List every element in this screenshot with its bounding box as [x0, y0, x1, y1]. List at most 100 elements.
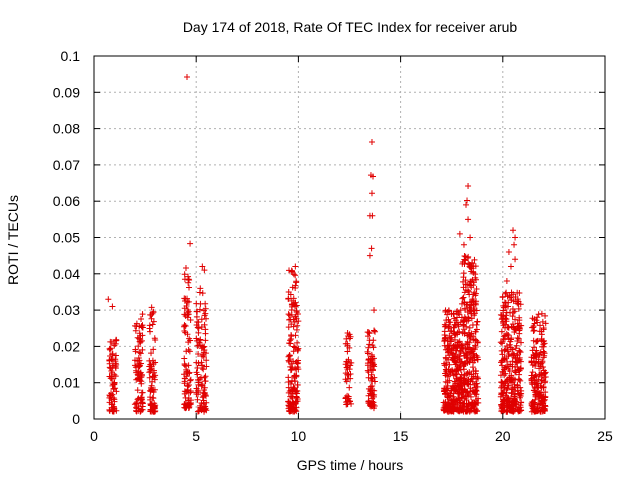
data-point [108, 390, 115, 397]
data-point [202, 300, 209, 307]
data-point [461, 298, 468, 305]
data-point [468, 347, 475, 354]
data-point [542, 312, 549, 319]
data-point [442, 398, 449, 405]
data-point [497, 311, 504, 318]
data-point [201, 343, 208, 350]
data-point [469, 259, 476, 266]
data-point [518, 399, 525, 406]
data-point [370, 405, 377, 412]
data-point [365, 344, 372, 351]
data-point [369, 382, 376, 389]
data-point [505, 348, 512, 355]
data-point [466, 408, 473, 415]
data-point [287, 340, 294, 347]
data-point [181, 378, 188, 385]
data-point [138, 315, 145, 322]
data-point [530, 324, 537, 331]
data-point [472, 301, 479, 308]
data-point [187, 401, 194, 408]
data-point [505, 404, 512, 411]
data-point [136, 349, 143, 356]
data-point [512, 234, 519, 241]
data-point [453, 347, 460, 354]
data-point [503, 289, 510, 296]
data-point [370, 344, 377, 351]
data-point [344, 362, 351, 369]
data-point [368, 190, 375, 197]
data-point [508, 389, 515, 396]
data-point [470, 388, 477, 395]
data-point [461, 305, 468, 312]
data-point [193, 359, 200, 366]
data-point [364, 350, 371, 357]
data-point [203, 357, 210, 364]
data-point [365, 398, 372, 405]
data-point [294, 322, 301, 329]
data-point [444, 382, 451, 389]
data-point [542, 402, 549, 409]
data-point [371, 327, 378, 334]
data-point [346, 359, 353, 366]
data-point [365, 392, 372, 399]
data-point [202, 350, 209, 357]
data-point [450, 310, 457, 317]
data-point [445, 307, 452, 314]
data-point [469, 321, 476, 328]
data-point [511, 241, 518, 248]
data-point [293, 307, 300, 314]
data-point [150, 308, 157, 315]
data-point [136, 375, 143, 382]
data-point [447, 328, 454, 335]
data-point [514, 320, 521, 327]
data-point [540, 367, 547, 374]
data-point [530, 374, 537, 381]
data-point [136, 323, 143, 330]
data-point [464, 197, 471, 204]
data-point [465, 216, 472, 223]
data-point [286, 388, 293, 395]
data-point [447, 392, 454, 399]
data-point [500, 335, 507, 342]
data-point [132, 348, 139, 355]
data-point [535, 311, 542, 318]
data-point [285, 295, 292, 302]
data-point [505, 335, 512, 342]
data-point [462, 315, 469, 322]
data-point [441, 385, 448, 392]
data-point [181, 311, 188, 318]
data-point [182, 264, 189, 271]
data-point [290, 384, 297, 391]
data-point [510, 386, 517, 393]
data-point [288, 393, 295, 400]
data-point [287, 363, 294, 370]
data-point [441, 360, 448, 367]
data-point [461, 329, 468, 336]
data-point [542, 320, 549, 327]
data-point [182, 323, 189, 329]
data-point [151, 408, 158, 415]
data-point [460, 350, 467, 357]
data-point [442, 354, 449, 361]
data-point [152, 359, 159, 366]
data-point [509, 346, 516, 353]
data-point [502, 370, 509, 377]
data-point [186, 335, 193, 342]
y-tick-label: 0.03 [53, 302, 80, 318]
data-point [448, 405, 455, 412]
data-point [503, 309, 510, 316]
data-point [509, 363, 516, 370]
data-point [531, 344, 538, 351]
data-point [370, 399, 377, 406]
data-point [542, 373, 549, 380]
data-point [185, 381, 192, 388]
data-point [445, 342, 452, 349]
data-point [498, 379, 505, 386]
data-point [509, 321, 516, 328]
data-point [468, 348, 475, 355]
data-point [202, 305, 209, 312]
data-point [445, 316, 452, 323]
data-point [138, 389, 145, 396]
data-point [195, 388, 202, 395]
